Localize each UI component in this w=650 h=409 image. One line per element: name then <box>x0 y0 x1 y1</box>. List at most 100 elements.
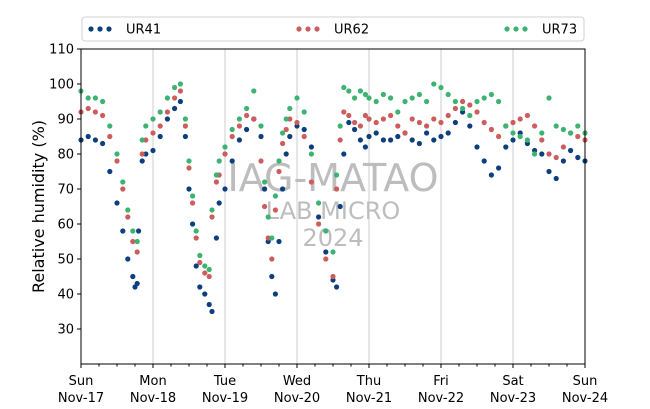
x-tick-label-date: Nov-18 <box>130 391 176 406</box>
series-ur62 <box>78 88 588 280</box>
data-point <box>481 119 487 126</box>
data-point <box>438 119 444 126</box>
data-point <box>157 123 163 129</box>
y-tick-label: 50 <box>57 253 74 268</box>
data-point <box>139 137 145 143</box>
data-point <box>164 95 170 101</box>
data-point <box>362 91 368 98</box>
data-point <box>481 158 487 164</box>
data-point <box>130 238 136 245</box>
data-point <box>114 200 120 206</box>
data-point <box>209 207 215 213</box>
data-point <box>107 168 113 175</box>
data-point <box>85 133 91 140</box>
data-point <box>213 235 219 241</box>
data-point <box>222 151 228 157</box>
data-point <box>269 256 275 262</box>
data-point <box>402 98 408 105</box>
watermark-line-1: IAG-MATAO <box>227 156 438 200</box>
x-tick-label-day: Sun <box>573 374 598 389</box>
data-point <box>193 235 199 241</box>
data-point <box>366 133 372 140</box>
data-point <box>560 126 567 133</box>
legend-entry-ur73: UR73 <box>504 23 577 38</box>
data-point <box>380 116 386 122</box>
x-tick-label-day: Sat <box>502 374 523 389</box>
data-point <box>139 151 145 157</box>
data-point <box>287 105 293 112</box>
legend-marker <box>296 26 302 32</box>
data-point <box>510 137 516 143</box>
data-point <box>139 158 145 164</box>
data-point <box>213 179 219 185</box>
legend-marker <box>106 26 112 32</box>
data-point <box>244 112 250 119</box>
data-point <box>503 144 509 150</box>
data-point <box>346 119 352 126</box>
data-point <box>164 116 170 122</box>
data-point <box>308 179 314 185</box>
data-point <box>532 151 538 157</box>
data-point <box>134 238 140 245</box>
data-point <box>539 130 545 136</box>
data-point <box>150 116 156 122</box>
data-point <box>136 228 142 234</box>
y-tick-label: 40 <box>57 288 74 303</box>
data-point <box>272 193 278 199</box>
data-point <box>330 273 336 280</box>
data-point <box>553 175 559 182</box>
data-point <box>213 172 219 178</box>
data-point <box>334 172 340 178</box>
data-point <box>134 280 140 287</box>
data-point <box>157 133 163 140</box>
x-tick-label-date: Nov-17 <box>58 391 104 406</box>
data-point <box>388 137 394 143</box>
data-point <box>373 130 379 136</box>
data-point <box>186 158 192 164</box>
data-point <box>143 137 149 143</box>
data-point <box>524 112 531 119</box>
legend-label: UR73 <box>542 23 577 38</box>
data-point <box>100 140 106 147</box>
data-point <box>262 186 268 192</box>
data-point <box>357 88 363 94</box>
legend-frame <box>81 16 585 42</box>
data-point <box>474 98 480 105</box>
data-point <box>474 144 480 150</box>
data-point <box>265 214 271 220</box>
data-point <box>575 154 581 161</box>
data-point <box>114 158 120 164</box>
data-point <box>287 133 293 140</box>
data-point <box>125 256 131 262</box>
data-point <box>150 147 156 154</box>
data-point <box>120 179 126 185</box>
data-point <box>395 123 401 129</box>
data-point <box>438 84 444 91</box>
data-point <box>216 158 222 164</box>
data-point <box>503 123 509 129</box>
data-point <box>130 273 136 280</box>
data-point <box>301 133 307 140</box>
x-tick-label-date: Nov-24 <box>562 391 608 406</box>
data-point <box>568 147 574 154</box>
data-point <box>346 112 352 119</box>
y-tick-label: 30 <box>57 323 74 338</box>
data-point <box>395 133 401 140</box>
data-point <box>283 151 289 157</box>
data-point <box>388 112 394 119</box>
data-point <box>209 214 215 220</box>
data-point <box>308 144 314 150</box>
data-point <box>280 140 286 147</box>
data-point <box>182 133 188 140</box>
x-tick-label-date: Nov-23 <box>490 391 536 406</box>
data-point <box>460 105 466 112</box>
data-point <box>524 137 531 143</box>
data-point <box>395 109 401 115</box>
data-point <box>352 126 358 133</box>
legend-marker <box>97 26 103 32</box>
legend-marker <box>314 26 320 32</box>
data-point <box>172 84 178 91</box>
series-ur73 <box>78 81 588 273</box>
data-point <box>424 130 430 136</box>
data-point <box>517 116 523 122</box>
